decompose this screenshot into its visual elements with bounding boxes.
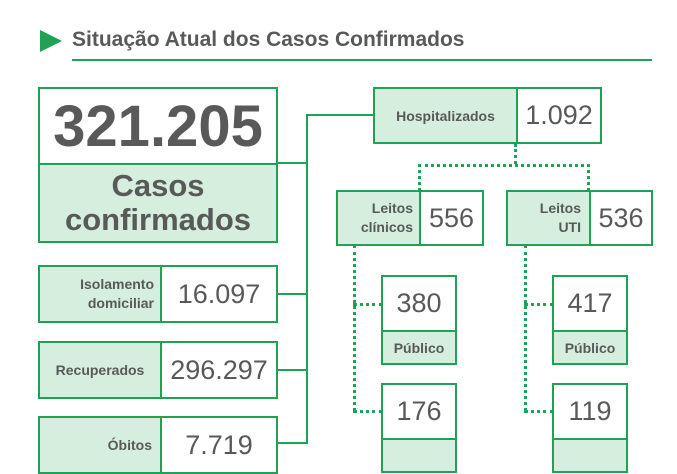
dotted-hosp-down (514, 144, 517, 164)
total-cases-label-line1: Casos (111, 168, 205, 203)
uti-publico-value: 417 (552, 275, 628, 332)
dotted-clinicos-publico (353, 303, 383, 306)
clinicos-publico-value: 380 (381, 275, 457, 332)
connector-total-h (276, 162, 308, 164)
uti-privado-label (552, 438, 628, 473)
dotted-to-clinicos (418, 164, 421, 191)
isolamento-value: 16.097 (160, 265, 278, 323)
connector-obitos-h (276, 442, 308, 444)
dotted-hosp-split (418, 164, 590, 167)
title-arrow-icon (40, 30, 62, 52)
clinicos-privado-label (381, 438, 457, 473)
hospitalizados-value: 1.092 (516, 87, 602, 144)
title-underline (72, 59, 652, 61)
dotted-clinicos-privado (353, 410, 383, 413)
clinicos-publico-label: Público (381, 330, 457, 365)
connector-hosp-h (306, 114, 374, 116)
leitos-uti-label-line1: Leitos (539, 200, 581, 216)
dotted-uti-trunk (524, 245, 527, 411)
uti-privado-value: 119 (552, 383, 628, 440)
isolamento-label: Isolamento domiciliar (38, 265, 162, 323)
dotted-clinicos-trunk (353, 245, 356, 411)
recuperados-value: 296.297 (160, 341, 278, 399)
leitos-clinicos-value: 556 (419, 190, 484, 246)
leitos-uti-label: Leitos UTI (506, 190, 591, 246)
dotted-uti-privado (524, 410, 554, 413)
hospitalizados-label: Hospitalizados (373, 87, 518, 144)
total-cases-label: Casos confirmados (38, 163, 278, 243)
uti-publico-label: Público (552, 330, 628, 365)
leitos-uti-label-line2: UTI (558, 219, 581, 235)
connector-isolamento-h (276, 293, 308, 295)
connector-recuperados-h (276, 369, 308, 371)
obitos-value: 7.719 (160, 416, 278, 474)
dotted-uti-publico (524, 303, 554, 306)
obitos-label: Óbitos (38, 416, 162, 474)
total-cases-label-line2: confirmados (64, 202, 252, 237)
connector-trunk-v (306, 114, 308, 444)
recuperados-label: Recuperados (38, 341, 162, 399)
dotted-to-uti (587, 164, 590, 191)
total-cases-value: 321.205 (38, 87, 278, 165)
leitos-clinicos-label-line2: clínicos (360, 219, 413, 235)
page-title: Situação Atual dos Casos Confirmados (72, 28, 465, 51)
leitos-uti-value: 536 (589, 190, 653, 246)
isolamento-label-line1: Isolamento (80, 276, 154, 292)
isolamento-label-line2: domiciliar (87, 295, 154, 311)
leitos-clinicos-label: Leitos clínicos (336, 190, 421, 246)
clinicos-privado-value: 176 (381, 383, 457, 440)
leitos-clinicos-label-line1: Leitos (371, 200, 413, 216)
